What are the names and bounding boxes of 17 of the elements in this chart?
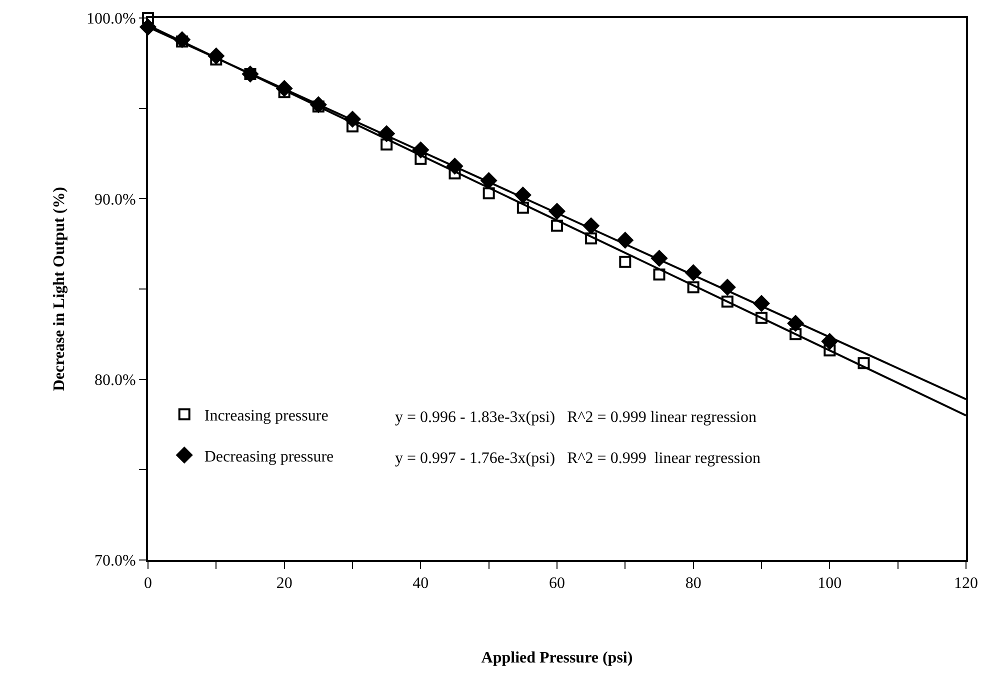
y-tick-label: 70.0%: [94, 552, 136, 570]
y-axis-title: Decrease in Light Output (%): [50, 186, 68, 392]
legend-label: Decreasing pressure: [204, 448, 334, 466]
x-tick-label: 80: [685, 575, 702, 592]
x-tick-label: 120: [954, 575, 978, 592]
x-tick-label: 60: [549, 575, 565, 592]
annotation: y = 0.996 - 1.83e-3x(psi) R^2 = 0.999 linear regression: [395, 409, 756, 426]
x-tick-label: 20: [276, 575, 292, 592]
y-tick-label: 90.0%: [94, 191, 136, 208]
x-tick-label: 40: [412, 575, 429, 592]
x-tick-label: 0: [144, 575, 152, 592]
legend-label: Increasing pressure: [204, 408, 328, 425]
y-tick-label: 80.0%: [94, 372, 136, 389]
annotation: y = 0.997 - 1.76e-3x(psi) R^2 = 0.999 linear regression: [395, 450, 760, 467]
x-tick-label: 100: [818, 575, 842, 592]
y-tick-label: 100.0%: [86, 10, 136, 28]
x-axis-title: Applied Pressure (psi): [481, 649, 633, 666]
